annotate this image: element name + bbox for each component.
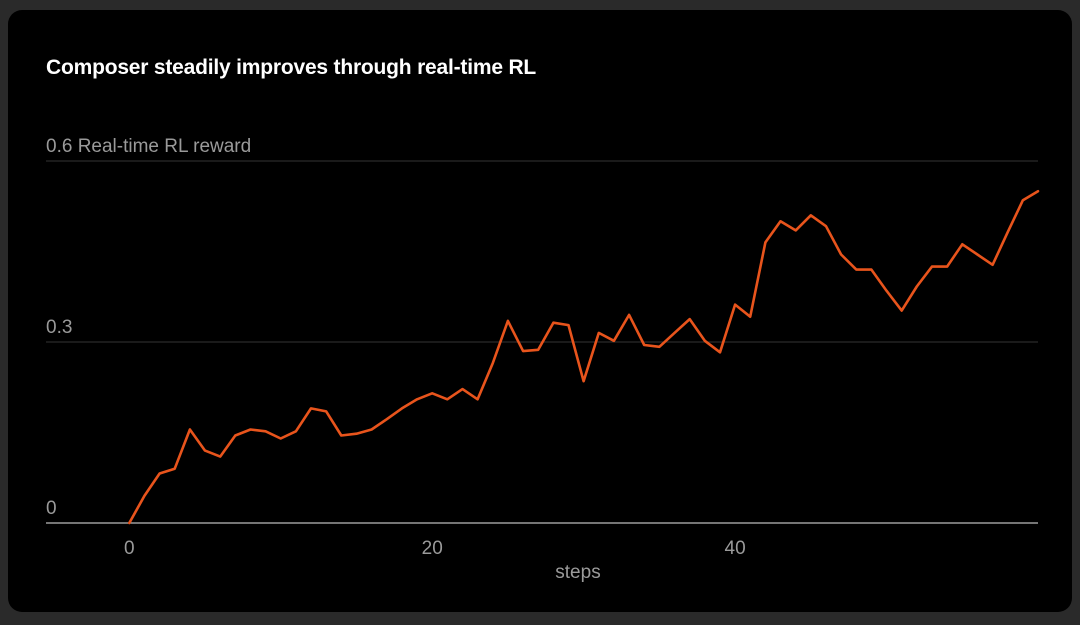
y-tick-label: 0 [46,498,57,519]
line-chart: 0 0.3 0.6 Real-time RL reward 0 20 40 steps [46,136,1040,583]
chart-card: Composer steadily improves through real-… [8,10,1072,612]
y-tick-label: 0.6 Real-time RL reward [46,136,251,157]
x-tick-label: 40 [725,538,746,559]
x-tick-label: 0 [124,538,135,559]
series-line-reward [128,189,1040,525]
y-tick-label: 0.3 [46,317,72,338]
x-axis-title: steps [555,562,600,583]
chart-title: Composer steadily improves through real-… [46,56,537,79]
x-tick-label: 20 [422,538,443,559]
